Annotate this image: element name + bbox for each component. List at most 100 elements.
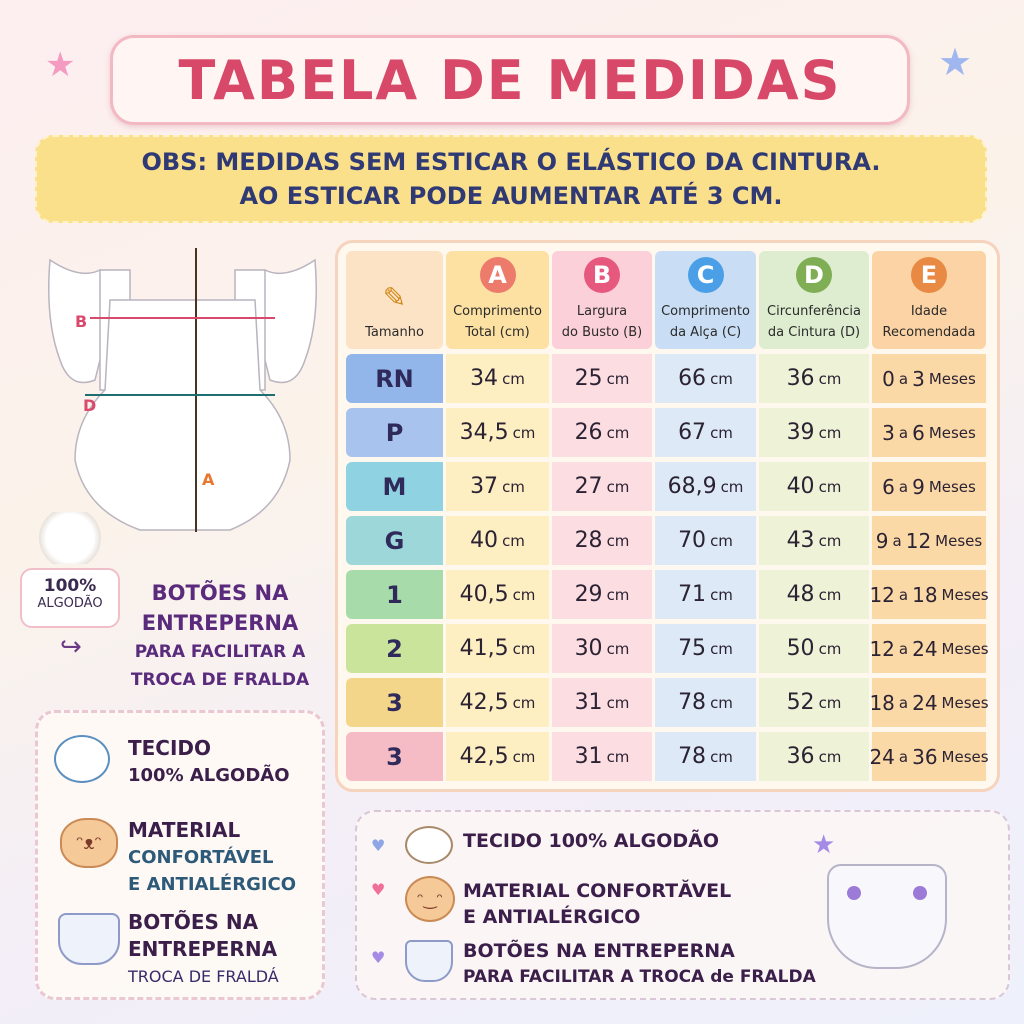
heart-icon: ♥ [371, 880, 386, 899]
bottom-feature-buttons: BOTÕES NA ENTREPERNA PARA FACILITAR A TRO… [463, 938, 816, 990]
value: 42,5 [459, 744, 509, 769]
value: 39 [786, 420, 815, 445]
obs-line-2: AO ESTICAR PODE AUMENTAR ATÉ 3 CM. [239, 182, 783, 210]
feature-sub: E ANTIALÉRGICO [128, 874, 297, 895]
measure-d-cell: 40 cm [759, 462, 869, 511]
feature-line: BOTÕES NA ENTREPERNA [463, 940, 735, 962]
diaper-illustration [827, 864, 947, 969]
star-icon: ★ [938, 40, 973, 84]
header-size: ✎ Tamanho [346, 251, 443, 349]
age-sep: a [898, 747, 909, 766]
unit: cm [502, 531, 525, 550]
age-to: 24 [912, 690, 938, 715]
measure-a-cell: 41,5 cm [446, 624, 549, 673]
measure-b-cell: 25 cm [552, 354, 652, 403]
size-label: P [385, 418, 404, 447]
size-label: 1 [386, 580, 403, 609]
header-label: do Busto (B) [561, 325, 643, 340]
age-to: 24 [912, 636, 938, 661]
age-sep: a [898, 369, 909, 388]
header-label: da Alça (C) [669, 325, 742, 340]
measure-a-cell: 34,5 cm [446, 408, 549, 457]
age-sep: a [892, 531, 902, 550]
unit: cm [606, 747, 630, 766]
age-cell: 3 a 6 Meses [872, 408, 986, 457]
measure-a-cell: 37 cm [446, 462, 549, 511]
unit: cm [512, 693, 536, 712]
value: 28 [574, 528, 603, 553]
value: 31 [574, 690, 603, 715]
unit: cm [606, 423, 630, 442]
unit: cm [710, 423, 733, 442]
age-to: 9 [912, 474, 925, 499]
measure-b-cell: 29 cm [552, 570, 652, 619]
age-to: 6 [912, 420, 925, 445]
age-cell: 18 a 24 Meses [869, 678, 989, 727]
value: 40 [786, 474, 815, 499]
value: 48 [786, 582, 815, 607]
size-cell: 3 [346, 678, 443, 727]
age-unit: Meses [941, 585, 989, 604]
value: 26 [574, 420, 603, 445]
arrow-icon: ↪ [60, 632, 82, 662]
age-from: 0 [882, 366, 895, 391]
feature-fabric: TECIDO 100% ALGODÃO [128, 735, 290, 789]
measure-d-cell: 48 cm [759, 570, 869, 619]
unit: cm [512, 423, 536, 442]
header-d: D Circunferência da Cintura (D) [759, 251, 869, 349]
value: 34 [470, 366, 499, 391]
value: 29 [574, 582, 603, 607]
measure-a-cell: 34 cm [446, 354, 549, 403]
value: 36 [786, 366, 815, 391]
value: 71 [678, 582, 707, 607]
label-a: A [202, 470, 215, 489]
age-unit: Meses [941, 693, 989, 712]
note-line-3: PARA FACILITAR A [134, 642, 306, 662]
measure-d-cell: 50 cm [759, 624, 869, 673]
size-cell: M [346, 462, 443, 511]
feature-title: TECIDO [128, 736, 212, 760]
measure-d-cell: 43 cm [759, 516, 869, 565]
age-sep: a [898, 585, 909, 604]
unit: cm [818, 423, 842, 442]
age-cell: 12 a 18 Meses [869, 570, 989, 619]
size-label: 2 [386, 634, 403, 663]
measure-c-cell: 71 cm [655, 570, 756, 619]
header-b: B Largura do Busto (B) [552, 251, 652, 349]
unit: cm [606, 585, 630, 604]
value: 78 [678, 690, 707, 715]
heart-icon: ♥ [371, 836, 386, 855]
note-line-2: ENTREPERNA [141, 611, 299, 635]
unit: cm [606, 531, 630, 550]
age-from: 18 [869, 690, 895, 715]
feature-buttons: BOTÕES NA ENTREPERNA TROCA DE FRALDÁ [128, 909, 279, 990]
badge-percent: 100% [43, 576, 97, 596]
feature-line: E ANTIALÉRGICO [463, 906, 641, 928]
age-to: 18 [912, 582, 938, 607]
measure-c-cell: 78 cm [655, 678, 756, 727]
badge-b: B [584, 257, 620, 293]
diaper-icon [58, 913, 120, 965]
value: 31 [574, 744, 603, 769]
value: 36 [786, 744, 815, 769]
badge-a: A [479, 257, 516, 293]
features-panel: TECIDO 100% ALGODÃO ᵔᴥᵔ MATERIAL CONFORTÁV… [35, 710, 325, 1000]
value: 27 [574, 474, 603, 499]
value: 78 [678, 744, 707, 769]
unit: cm [710, 693, 733, 712]
value: 70 [678, 528, 707, 553]
age-unit: Meses [928, 423, 976, 442]
age-from: 6 [882, 474, 895, 499]
face-icon: ᵔ‿ᵔ [405, 876, 455, 922]
unit: cm [710, 585, 733, 604]
feature-line: MATERIAL CONFORTĂVEL [463, 880, 732, 902]
header-c: C Comprimento da Alça (C) [655, 251, 756, 349]
age-cell: 24 a 36 Meses [869, 732, 989, 781]
header-label: Comprimento [661, 304, 750, 319]
size-cell: P [346, 408, 443, 457]
age-sep: a [898, 693, 909, 712]
value: 75 [678, 636, 707, 661]
bear-icon: ᵔᴥᵔ [60, 818, 118, 868]
age-from: 24 [869, 744, 895, 769]
value: 42,5 [459, 690, 509, 715]
